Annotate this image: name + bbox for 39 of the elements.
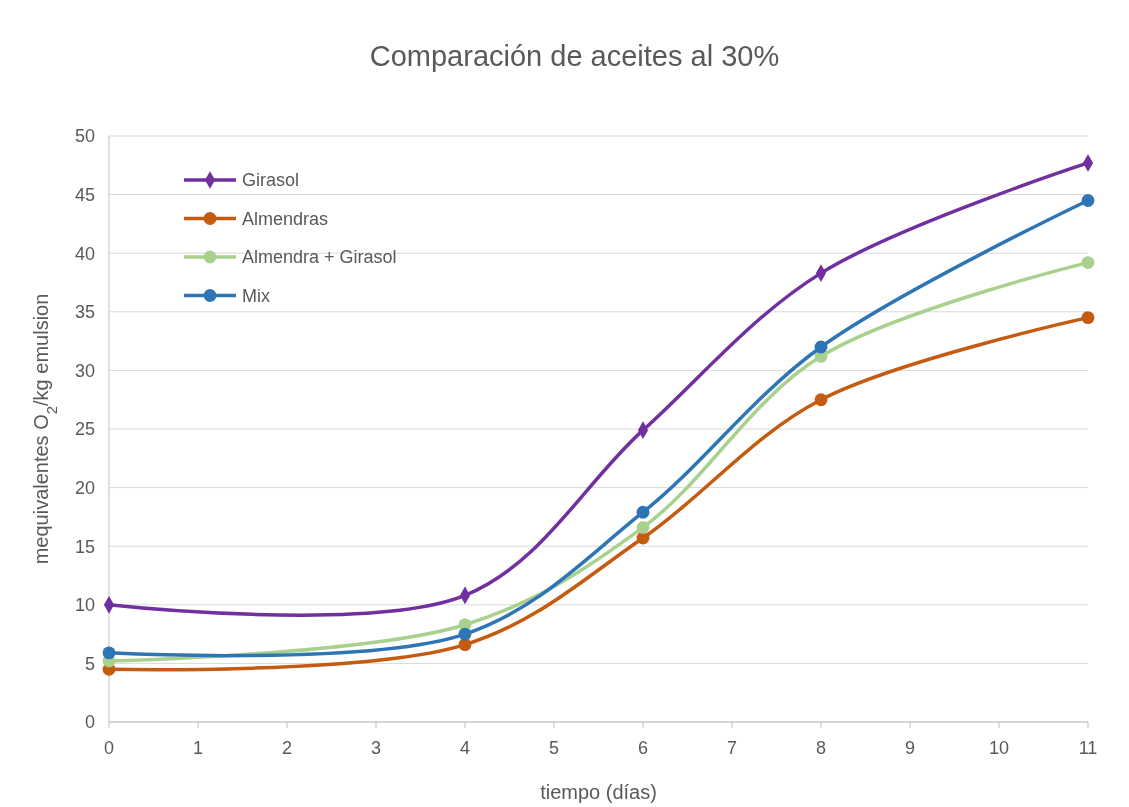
x-tick-label: 3 — [370, 738, 382, 758]
y-tick-label: 25 — [74, 419, 95, 440]
x-tick-label: 8 — [815, 738, 827, 758]
y-tick-label: 40 — [74, 243, 95, 264]
legend-label: Almendras — [242, 208, 329, 229]
x-tick-label: 10 — [988, 738, 1010, 758]
y-tick-label: 30 — [74, 360, 95, 381]
x-tick-label: 6 — [637, 738, 649, 758]
x-tick-label: 2 — [281, 738, 293, 758]
y-tick-label: 0 — [84, 712, 95, 733]
x-tick-label: 7 — [726, 738, 738, 758]
y-tick-label: 35 — [74, 302, 95, 323]
y-tick-label: 10 — [74, 595, 95, 616]
legend-label: Mix — [242, 285, 270, 306]
x-tick-label: 4 — [459, 738, 471, 758]
x-tick-label: 9 — [904, 738, 916, 758]
point — [458, 627, 472, 641]
x-tick-label: 0 — [103, 738, 115, 758]
y-tick-label: 50 — [74, 126, 95, 147]
y-tick-label: 5 — [84, 653, 95, 674]
point — [1081, 194, 1095, 207]
point — [1081, 311, 1095, 325]
legend-label: Girasol — [242, 170, 300, 191]
chart-title: Comparación de aceites al 30% — [369, 40, 780, 72]
point — [814, 393, 828, 407]
x-tick-label: 11 — [1078, 738, 1098, 758]
legend-label: Almendra + Girasol — [242, 247, 397, 268]
point — [814, 340, 828, 354]
point — [102, 646, 116, 660]
x-tick-label: 1 — [192, 738, 204, 758]
x-axis-title: tiempo (días) — [540, 781, 657, 803]
x-tick-label: 5 — [548, 738, 560, 758]
y-tick-label: 45 — [74, 184, 95, 205]
point — [458, 638, 472, 652]
y-tick-label: 20 — [74, 477, 95, 498]
point — [636, 505, 650, 519]
y-tick-label: 15 — [74, 536, 95, 557]
point — [636, 521, 650, 534]
point — [1081, 256, 1095, 269]
